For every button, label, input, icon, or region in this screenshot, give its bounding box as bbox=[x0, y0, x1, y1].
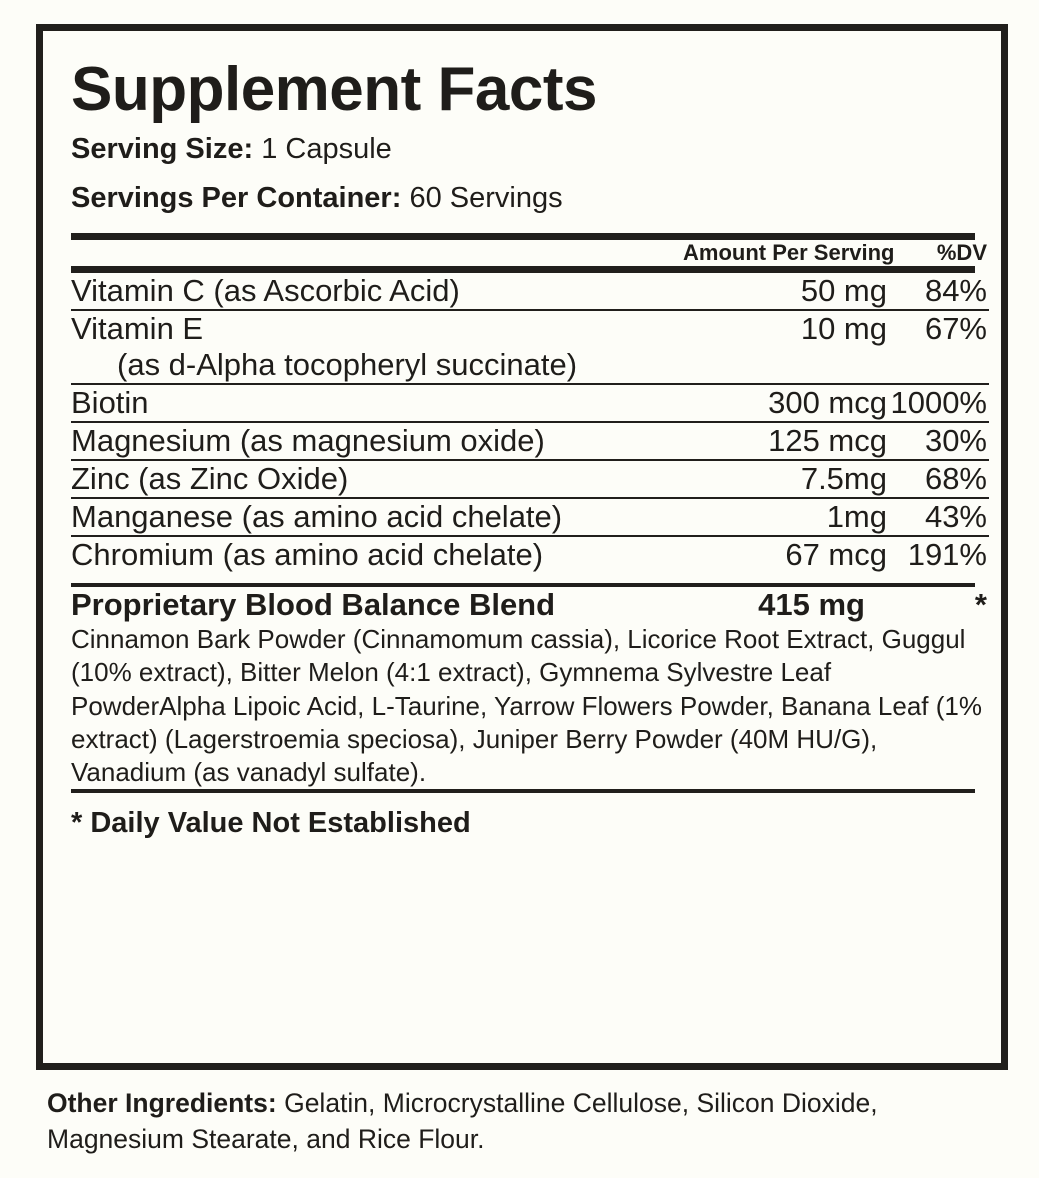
nutrient-name: Chromium (as amino acid chelate) bbox=[71, 537, 544, 573]
other-ingredients-section: Other Ingredients: Gelatin, Microcrystal… bbox=[47, 1086, 1007, 1158]
daily-value-footnote: * Daily Value Not Established bbox=[71, 807, 471, 840]
nutrition-table: Amount Per Serving %DV bbox=[71, 240, 989, 266]
column-header-dv: %DV bbox=[936, 240, 987, 266]
table-row: Chromium (as amino acid chelate) 67 mcg … bbox=[71, 537, 989, 573]
nutrient-amount: 300 mcg bbox=[768, 385, 887, 421]
footnote-top-rule bbox=[71, 789, 975, 794]
table-row: Biotin 300 mcg 1000% bbox=[71, 385, 989, 421]
blend-name: Proprietary Blood Balance Blend bbox=[71, 586, 556, 622]
blend-header-row: Proprietary Blood Balance Blend 415 mg * bbox=[71, 587, 989, 623]
panel-inner: Supplement Facts Serving Size: 1 Capsule… bbox=[43, 31, 1001, 1063]
table-header-row: Amount Per Serving %DV bbox=[71, 240, 989, 266]
servings-per-container-label: Servings Per Container: bbox=[71, 182, 402, 215]
nutrient-dv: 43% bbox=[924, 499, 987, 535]
nutrient-name-main: Vitamin E bbox=[71, 311, 204, 347]
serving-size-value: 1 Capsule bbox=[261, 133, 392, 165]
row-separator bbox=[71, 459, 989, 462]
blend-ingredients-text: Cinnamon Bark Powder (Cinnamomum cassia)… bbox=[71, 623, 982, 788]
table-row: Vitamin E (as d-Alpha tocopheryl succina… bbox=[71, 311, 989, 383]
serving-size-line: Serving Size: 1 Capsule bbox=[71, 129, 975, 170]
nutrient-name: Manganese (as amino acid chelate) bbox=[71, 499, 563, 535]
servings-per-container-line: Servings Per Container: 60 Servings bbox=[71, 178, 975, 219]
nutrient-name-sub: (as d-Alpha tocopheryl succinate) bbox=[117, 347, 578, 383]
spacer-above-header-rule bbox=[71, 219, 975, 233]
row-separator bbox=[71, 421, 989, 424]
nutrient-name: Vitamin E (as d-Alpha tocopheryl succina… bbox=[71, 311, 683, 383]
nutrient-dv: 68% bbox=[924, 461, 987, 497]
page-title: Supplement Facts bbox=[71, 55, 598, 124]
nutrient-amount: 10 mg bbox=[800, 311, 887, 347]
serving-size-label: Serving Size: bbox=[71, 133, 254, 165]
blend-table: Proprietary Blood Balance Blend 415 mg *… bbox=[71, 587, 989, 789]
row-separator bbox=[71, 535, 989, 538]
blend-amount: 415 mg bbox=[758, 586, 865, 622]
nutrient-amount: 7.5mg bbox=[800, 461, 887, 497]
table-row: Manganese (as amino acid chelate) 1mg 43… bbox=[71, 499, 989, 535]
blend-top-rule bbox=[71, 582, 975, 587]
nutrient-dv: 30% bbox=[924, 423, 987, 459]
nutrient-name: Zinc (as Zinc Oxide) bbox=[71, 461, 349, 497]
nutrient-name: Vitamin C (as Ascorbic Acid) bbox=[71, 273, 460, 309]
nutrient-dv: 191% bbox=[907, 537, 987, 573]
nutrient-amount: 125 mcg bbox=[768, 423, 887, 459]
other-ingredients-text: Gelatin, Microcrystalline Cellulose, Sil… bbox=[47, 1088, 878, 1154]
nutrient-dv: 67% bbox=[924, 311, 987, 347]
nutrient-amount: 50 mg bbox=[800, 273, 887, 309]
nutrient-amount: 67 mcg bbox=[785, 537, 887, 573]
row-separator bbox=[71, 383, 989, 386]
nutrient-dv: 84% bbox=[924, 273, 987, 309]
spacer-above-blend-rule bbox=[71, 573, 975, 583]
nutrient-rows-table: Vitamin C (as Ascorbic Acid) 50 mg 84% V… bbox=[71, 273, 989, 573]
column-header-name bbox=[71, 240, 683, 266]
nutrient-name: Magnesium (as magnesium oxide) bbox=[71, 423, 545, 459]
header-bottom-rule bbox=[71, 266, 975, 274]
blend-dv-asterisk: * bbox=[974, 586, 987, 622]
header-top-rule bbox=[71, 233, 975, 241]
row-separator bbox=[71, 309, 989, 312]
blend-ingredients-row: Cinnamon Bark Powder (Cinnamomum cassia)… bbox=[71, 623, 989, 789]
table-row: Zinc (as Zinc Oxide) 7.5mg 68% bbox=[71, 461, 989, 497]
column-header-amount: Amount Per Serving bbox=[683, 240, 895, 266]
supplement-facts-panel: Supplement Facts Serving Size: 1 Capsule… bbox=[36, 24, 1008, 1070]
nutrient-name: Biotin bbox=[71, 385, 149, 421]
nutrient-amount: 1mg bbox=[826, 499, 887, 535]
nutrient-dv: 1000% bbox=[890, 385, 987, 421]
table-row: Magnesium (as magnesium oxide) 125 mcg 3… bbox=[71, 423, 989, 459]
other-ingredients-label: Other Ingredients: bbox=[47, 1088, 277, 1118]
row-separator bbox=[71, 497, 989, 500]
table-row: Vitamin C (as Ascorbic Acid) 50 mg 84% bbox=[71, 273, 989, 309]
servings-per-container-value: 60 Servings bbox=[409, 182, 563, 215]
